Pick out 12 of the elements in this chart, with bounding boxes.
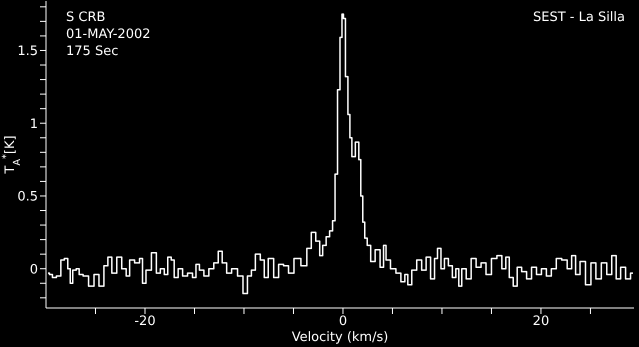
x-tick-label: 0: [338, 314, 348, 330]
y-tick-label: 1: [30, 116, 38, 132]
annotation: S CRB: [66, 10, 106, 25]
y-tick-label: 1.5: [17, 44, 38, 60]
x-axis-title: Velocity (km/s): [292, 330, 388, 345]
x-tick-label: -20: [134, 314, 156, 330]
x-tick-label: 20: [532, 314, 550, 330]
annotation: 175 Sec: [66, 44, 118, 59]
y-tick-label: 0.5: [17, 190, 38, 205]
annotation: 01-MAY-2002: [66, 27, 151, 42]
y-tick-label: 0: [30, 262, 38, 278]
annotation: SEST - La Silla: [532, 10, 625, 25]
